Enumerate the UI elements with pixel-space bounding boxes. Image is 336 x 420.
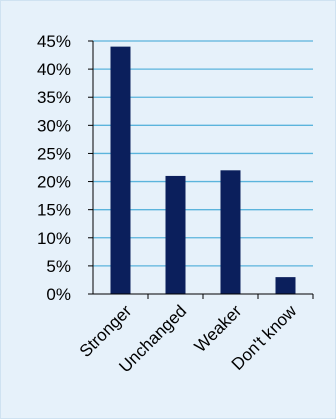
y-tick-label: 0% <box>46 285 71 304</box>
y-tick-labels: 0% 5% 10% 15% 20% 25% 30% 35% 40% 45% <box>37 32 71 304</box>
y-tick-label: 5% <box>46 257 71 276</box>
category-label: Weaker <box>191 301 246 356</box>
axes <box>88 40 314 299</box>
y-tick-label: 30% <box>37 116 71 135</box>
y-tick-label: 20% <box>37 173 71 192</box>
y-tick-label: 10% <box>37 229 71 248</box>
y-tick-label: 45% <box>37 32 71 51</box>
bars <box>110 46 296 294</box>
y-tick-label: 25% <box>37 144 71 163</box>
bar-weaker <box>220 170 241 294</box>
bar-stronger <box>110 46 131 294</box>
y-tick-label: 40% <box>37 60 71 79</box>
bar-unchanged <box>165 175 186 294</box>
y-tick-label: 15% <box>37 201 71 220</box>
y-tick-label: 35% <box>37 88 71 107</box>
bar-don-t-know <box>275 277 296 294</box>
